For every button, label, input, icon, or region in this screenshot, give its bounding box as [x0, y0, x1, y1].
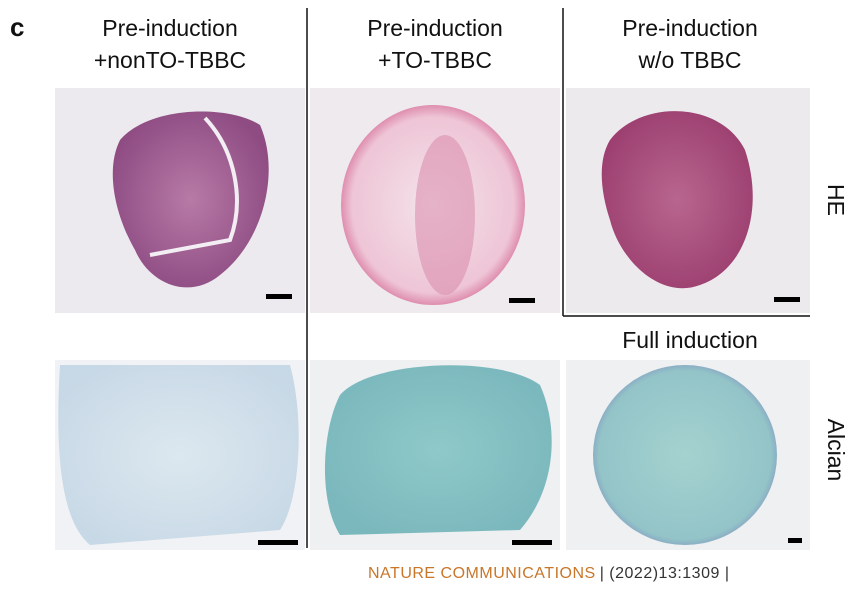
tissue-core: [415, 135, 475, 295]
column-header: Pre-induction: [102, 15, 238, 41]
scale-bar: [266, 294, 292, 299]
scale-bar: [512, 540, 552, 545]
condition-label: Full induction: [622, 327, 758, 353]
citation: | (2022)13:1309 |: [600, 565, 730, 582]
scale-bar: [788, 538, 802, 543]
column-header: w/o TBBC: [637, 47, 741, 73]
column-header: Pre-induction: [622, 15, 758, 41]
journal-name: NATURE COMMUNICATIONS: [368, 565, 596, 582]
column-header: +TO-TBBC: [378, 47, 492, 73]
tissue: [593, 365, 777, 545]
scale-bar: [774, 297, 800, 302]
scale-bar: [509, 298, 535, 303]
row-label: Alcian: [823, 419, 849, 482]
row-label: HE: [823, 184, 849, 216]
footer: NATURE COMMUNICATIONS | (2022)13:1309 |: [368, 565, 729, 582]
tissue: [58, 365, 299, 545]
panel-label: c: [10, 12, 24, 42]
tissue-crack: [149, 116, 239, 257]
column-header: Pre-induction: [367, 15, 503, 41]
tissue: [324, 365, 552, 535]
column-header: +nonTO-TBBC: [94, 47, 246, 73]
tissue: [601, 111, 753, 289]
scale-bar: [258, 540, 298, 545]
